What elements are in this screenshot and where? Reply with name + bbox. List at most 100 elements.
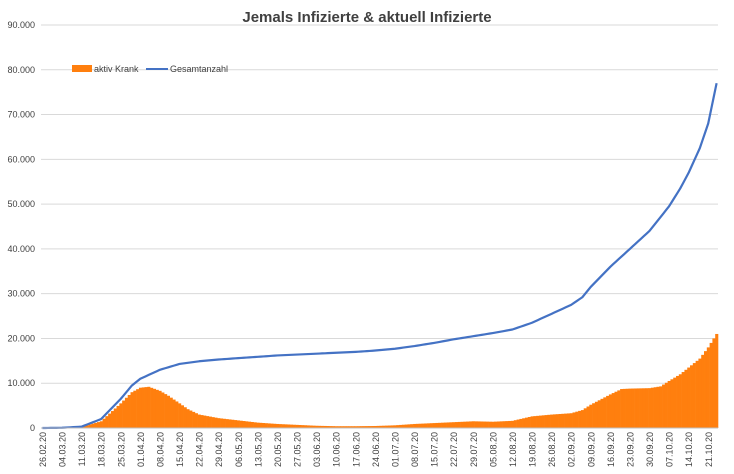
bar-aktiv-krank <box>636 388 640 428</box>
x-tick-label: 18.03.20 <box>97 432 107 467</box>
bar-aktiv-krank <box>566 413 571 428</box>
line-gesamtanzahl <box>42 82 718 430</box>
bar-aktiv-krank <box>317 425 322 428</box>
bar-aktiv-krank <box>446 422 450 428</box>
bar-aktiv-krank <box>278 424 282 428</box>
bar-aktiv-krank <box>575 411 579 428</box>
bar-aktiv-krank <box>608 394 612 428</box>
bar-aktiv-krank <box>284 424 288 428</box>
bar-aktiv-krank <box>133 390 137 428</box>
y-tick-label: 50.000 <box>7 199 35 209</box>
bar-aktiv-krank <box>592 403 596 428</box>
bar-aktiv-krank <box>150 387 154 428</box>
bar-aktiv-krank <box>544 415 548 428</box>
bar-aktiv-krank <box>589 404 593 428</box>
bar-aktiv-krank <box>320 425 324 428</box>
bar-aktiv-krank <box>524 417 529 428</box>
bar-aktiv-krank <box>234 420 238 428</box>
bar-aktiv-krank <box>421 423 425 428</box>
bar-aktiv-krank <box>502 421 506 428</box>
x-tick-label: 19.08.20 <box>528 432 538 467</box>
y-tick-label: 40.000 <box>7 244 35 254</box>
bar-aktiv-krank <box>600 398 604 428</box>
bar-aktiv-krank <box>457 421 461 428</box>
bar-aktiv-krank <box>418 423 422 428</box>
bar-aktiv-krank <box>678 374 682 428</box>
bar-aktiv-krank <box>564 413 568 428</box>
x-tick-label: 17.06.20 <box>351 432 361 467</box>
bar-aktiv-krank <box>298 424 302 428</box>
bar-aktiv-krank <box>715 333 719 428</box>
bar-aktiv-krank <box>385 425 389 428</box>
bar-aktiv-krank <box>578 410 582 428</box>
bar-aktiv-krank <box>620 389 624 428</box>
bar-aktiv-krank <box>452 422 456 428</box>
bar-aktiv-krank <box>239 420 243 428</box>
bar-aktiv-krank <box>443 422 447 428</box>
bar-aktiv-krank <box>211 417 215 428</box>
bar-aktiv-krank <box>561 413 565 428</box>
bar-aktiv-krank <box>474 421 478 428</box>
bar-aktiv-krank <box>432 423 436 428</box>
bar-aktiv-krank <box>220 418 224 428</box>
x-tick-label: 25.03.20 <box>116 432 126 467</box>
bar-aktiv-krank <box>119 403 123 428</box>
bar-aktiv-krank <box>594 401 599 428</box>
bar-aktiv-krank <box>455 422 459 428</box>
bar-aktiv-krank <box>245 421 249 428</box>
bar-aktiv-krank <box>438 422 442 428</box>
bar-aktiv-krank <box>603 397 607 428</box>
x-tick-label: 24.06.20 <box>371 432 381 467</box>
bar-aktiv-krank <box>491 421 495 428</box>
x-tick-label: 14.10.20 <box>684 432 694 467</box>
bar-aktiv-krank <box>690 365 694 428</box>
bar-aktiv-krank <box>390 425 394 428</box>
x-tick-label: 22.07.20 <box>449 432 459 467</box>
bar-aktiv-krank <box>231 419 235 428</box>
bar-aktiv-krank <box>673 377 677 429</box>
x-tick-label: 05.08.20 <box>488 432 498 467</box>
bar-aktiv-krank <box>253 422 257 428</box>
x-tick-label: 09.09.20 <box>586 432 596 467</box>
bar-aktiv-krank <box>670 379 674 428</box>
bar-series-aktiv-krank <box>43 333 719 429</box>
x-tick-label: 27.05.20 <box>293 432 303 467</box>
bar-aktiv-krank <box>681 372 685 428</box>
bar-aktiv-krank <box>85 425 89 428</box>
bar-aktiv-krank <box>547 414 551 428</box>
bar-aktiv-krank <box>214 417 218 428</box>
bar-aktiv-krank <box>334 426 338 428</box>
bar-aktiv-krank <box>399 424 403 428</box>
bar-aktiv-krank <box>687 367 691 428</box>
bar-aktiv-krank <box>337 426 341 428</box>
bar-aktiv-krank <box>401 424 405 428</box>
bar-aktiv-krank <box>326 426 330 428</box>
bar-aktiv-krank <box>494 421 498 428</box>
bar-aktiv-krank <box>161 392 165 428</box>
x-tick-label: 23.09.20 <box>625 432 635 467</box>
x-tick-label: 26.08.20 <box>547 432 557 467</box>
bar-aktiv-krank <box>248 421 252 428</box>
x-tick-label: 01.04.20 <box>136 432 146 467</box>
bar-aktiv-krank <box>175 401 179 428</box>
bar-aktiv-krank <box>653 387 657 428</box>
bar-aktiv-krank <box>267 423 271 428</box>
bar-aktiv-krank <box>469 421 473 428</box>
bar-aktiv-krank <box>704 351 708 428</box>
y-tick-label: 10.000 <box>7 378 35 388</box>
x-tick-label: 04.03.20 <box>58 432 68 467</box>
bar-aktiv-krank <box>144 387 148 428</box>
bar-aktiv-krank <box>303 425 308 428</box>
bar-aktiv-krank <box>340 426 344 428</box>
y-tick-label: 0 <box>30 423 35 433</box>
bar-aktiv-krank <box>485 421 489 428</box>
bar-aktiv-krank <box>667 380 671 428</box>
bar-aktiv-krank <box>345 426 350 428</box>
bar-aktiv-krank <box>480 421 484 428</box>
bar-aktiv-krank <box>116 405 120 428</box>
bar-aktiv-krank <box>676 375 680 428</box>
bar-aktiv-krank <box>306 425 310 428</box>
bar-aktiv-krank <box>541 415 545 428</box>
bar-aktiv-krank <box>706 347 710 428</box>
